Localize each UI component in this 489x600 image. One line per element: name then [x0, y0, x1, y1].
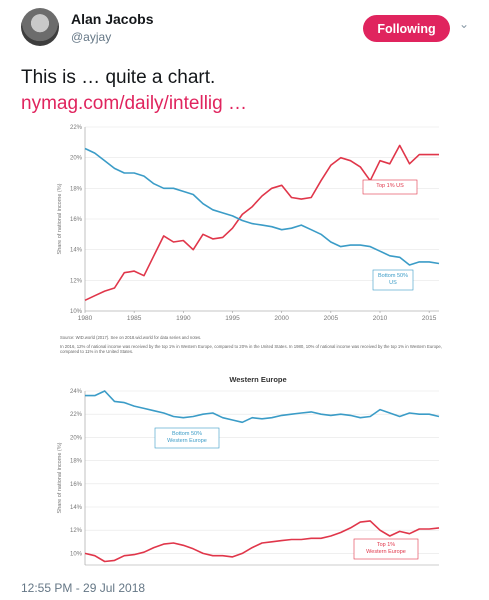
y-tick-label: 24%: [70, 389, 83, 395]
tweet-text: This is … quite a chart.: [21, 67, 216, 88]
y-tick-label: 16%: [70, 217, 83, 223]
y-tick-label: 18%: [70, 459, 83, 465]
y-tick-label: 22%: [70, 125, 83, 131]
x-tick-label: 2015: [422, 315, 437, 322]
x-tick-label: 2000: [274, 315, 289, 322]
western-europe-chart: 10% 12% 14% 16% 18% 20% 22% 24% Share of nationa…: [57, 389, 440, 566]
chevron-down-icon[interactable]: ⌄: [459, 17, 470, 31]
series-label: US: [389, 280, 397, 286]
tweet-link[interactable]: nymag.com/daily/intellig …: [21, 93, 247, 114]
y-tick-label: 20%: [70, 435, 83, 441]
series-label-box: [362, 179, 418, 195]
x-tick-label: 1990: [176, 315, 191, 322]
author-name[interactable]: Alan Jacobs: [71, 11, 154, 27]
series-line-1: [84, 520, 440, 563]
x-tick-label: 2005: [324, 315, 339, 322]
series-line-0: [85, 390, 440, 424]
following-button[interactable]: Following: [363, 15, 450, 42]
y-tick-label: 22%: [70, 412, 83, 418]
y-tick-label: 14%: [70, 505, 83, 511]
author-handle[interactable]: @ayjay: [71, 30, 112, 44]
series-line-0: [84, 144, 439, 302]
series-label: Western Europe: [167, 438, 207, 444]
series-label-box: [353, 538, 419, 560]
y-tick-label: 18%: [70, 186, 83, 192]
chart-source: Source: WID.world (2017). See on 2018.wi…: [60, 335, 201, 340]
y-tick-label: 10%: [70, 309, 83, 315]
x-tick-label: 1980: [78, 315, 93, 322]
y-tick-label: 16%: [70, 482, 83, 488]
y-tick-label: 14%: [70, 248, 83, 254]
series-line-1: [84, 147, 440, 266]
y-tick-label: 20%: [70, 156, 83, 162]
x-tick-label: 1995: [225, 315, 240, 322]
y-tick-label: 10%: [70, 551, 83, 557]
chart-note: In 2016, 12% of national income was rece…: [60, 344, 443, 354]
series-label-box: [372, 269, 414, 291]
avatar[interactable]: [21, 8, 59, 46]
bottom-chart-title: Western Europe: [229, 375, 286, 384]
series-label: Bottom 50%: [378, 273, 408, 279]
x-tick-label: 1985: [127, 315, 142, 322]
y-tick-label: 12%: [70, 528, 83, 534]
series-label: Bottom 50%: [172, 431, 202, 437]
y-axis-label: Share of national income (%): [57, 442, 63, 513]
y-axis-label: Share of national income (%): [57, 183, 63, 254]
series-label: Top 1% US: [376, 183, 404, 189]
chart-note-wrap: In 2016, 12% of national income was rece…: [60, 344, 443, 354]
x-tick-label: 2010: [373, 315, 388, 322]
series-label: Top 1%: [377, 542, 395, 548]
us-chart: 10% 12% 14% 16% 18% 20% 22% 1980 1985 1990 1995 200…: [57, 125, 440, 322]
tweet-timestamp: 12:55 PM - 29 Jul 2018: [21, 581, 146, 595]
series-label-box: [154, 427, 220, 449]
y-tick-label: 12%: [70, 278, 83, 284]
chart-image: 10% 12% 14% 16% 18% 20% 22% 1980 1985 1990 1995 200…: [57, 125, 443, 566]
series-label: Western Europe: [366, 549, 406, 555]
tweet-image[interactable]: 10% 12% 14% 16% 18% 20% 22% 1980 1985 1990 1995 200…: [21, 117, 469, 575]
